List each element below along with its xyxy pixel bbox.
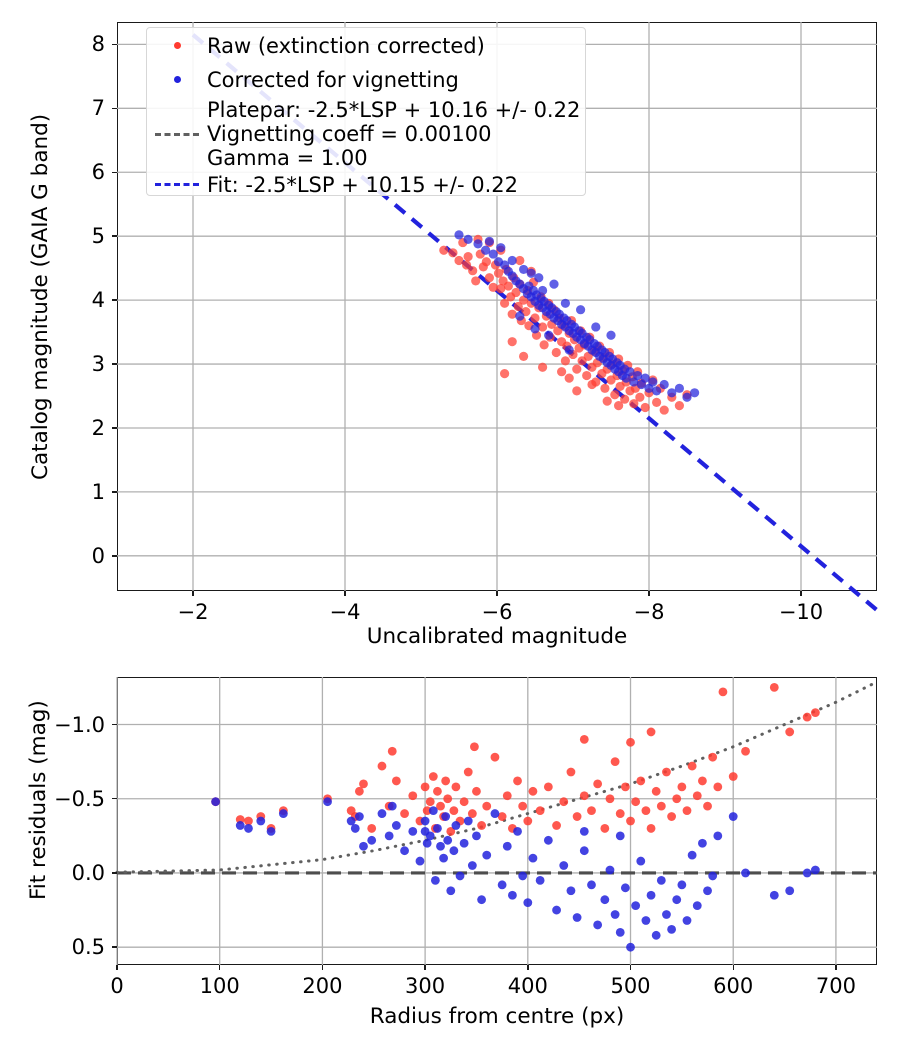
x-tick-label: 500 <box>610 974 651 998</box>
y-tick <box>112 171 117 173</box>
y-tick-label: 0.5 <box>71 935 105 960</box>
y-tick <box>112 555 117 557</box>
lower-x-axis-label: Radius from centre (px) <box>369 1004 625 1029</box>
y-tick <box>112 235 117 237</box>
x-tick <box>835 965 837 970</box>
x-tick <box>424 965 426 970</box>
legend-dash-fit <box>147 183 207 186</box>
y-tick-label: 1 <box>91 479 105 504</box>
legend-row-platepar: Platepar: -2.5*LSP + 10.16 +/- 0.22 Vign… <box>147 96 585 172</box>
y-tick <box>112 798 117 800</box>
y-tick <box>112 299 117 301</box>
y-tick <box>112 363 117 365</box>
x-tick-label: 100 <box>199 974 240 998</box>
x-tick-label: −2 <box>177 600 209 624</box>
y-tick-label: 3 <box>91 352 105 377</box>
y-tick-label: 6 <box>91 160 105 185</box>
y-tick <box>112 946 117 948</box>
legend-label-platepar-1: Platepar: -2.5*LSP + 10.16 +/- 0.22 <box>207 98 581 122</box>
y-tick-label: −1.0 <box>54 712 105 737</box>
x-tick <box>800 591 802 596</box>
legend-dash-platepar <box>147 132 207 136</box>
x-tick <box>732 965 734 970</box>
legend-marker-raw <box>147 42 207 49</box>
legend-row-raw: Raw (extinction corrected) <box>147 28 585 63</box>
legend-label-raw: Raw (extinction corrected) <box>207 33 485 58</box>
x-tick <box>496 591 498 596</box>
x-tick-label: 0 <box>110 974 124 998</box>
x-tick <box>629 965 632 970</box>
legend-label-fit: Fit: -2.5*LSP + 10.15 +/- 0.22 <box>207 172 518 197</box>
legend-row-corrected: Corrected for vignetting <box>147 63 585 96</box>
x-tick <box>344 591 346 596</box>
series-points <box>211 797 820 952</box>
y-tick-label: −0.5 <box>54 786 105 811</box>
y-tick <box>112 723 117 726</box>
series-points <box>454 230 700 402</box>
x-tick <box>321 965 324 970</box>
x-tick-label: −10 <box>778 600 824 624</box>
y-tick <box>112 427 117 429</box>
x-tick-label: 300 <box>405 974 446 998</box>
series-points <box>211 682 820 836</box>
y-tick-label: 0 <box>91 543 105 568</box>
x-tick-label: 600 <box>713 974 754 998</box>
x-tick <box>648 591 650 596</box>
upper-x-axis-label: Uncalibrated magnitude <box>366 624 628 649</box>
x-tick-label: −8 <box>633 600 665 624</box>
y-tick-label: 7 <box>91 96 105 121</box>
legend: Raw (extinction corrected) Corrected for… <box>146 27 586 197</box>
y-tick <box>112 107 117 109</box>
y-tick <box>112 491 117 493</box>
y-tick-label: 2 <box>91 415 105 440</box>
x-tick <box>192 591 194 596</box>
legend-label-platepar-group: Platepar: -2.5*LSP + 10.16 +/- 0.22 Vign… <box>207 98 580 170</box>
y-tick <box>112 43 117 46</box>
x-tick-label: 700 <box>815 974 856 998</box>
x-tick-label: 400 <box>507 974 548 998</box>
legend-row-fit: Fit: -2.5*LSP + 10.15 +/- 0.22 <box>147 172 585 197</box>
y-tick-label: 0.0 <box>71 860 105 885</box>
x-tick <box>527 965 529 970</box>
lower-y-axis-label-wrap: Fit residuals (mag) <box>26 700 226 925</box>
lower-y-axis-label: Fit residuals (mag) <box>26 700 51 900</box>
legend-label-platepar-3: Gamma = 1.00 <box>207 146 368 170</box>
legend-label-platepar-2: Vignetting coeff = 0.00100 <box>207 122 492 146</box>
y-tick-label: 4 <box>91 288 105 313</box>
x-tick-label: 200 <box>302 974 343 998</box>
y-tick <box>112 872 117 874</box>
x-tick <box>116 965 118 970</box>
y-tick-label: 5 <box>91 224 105 249</box>
x-tick <box>219 965 221 970</box>
legend-label-corrected: Corrected for vignetting <box>207 67 459 92</box>
x-tick-label: −4 <box>329 600 361 624</box>
legend-marker-corrected <box>147 76 207 83</box>
x-tick-label: −6 <box>481 600 513 624</box>
y-tick-label: 8 <box>91 32 105 57</box>
